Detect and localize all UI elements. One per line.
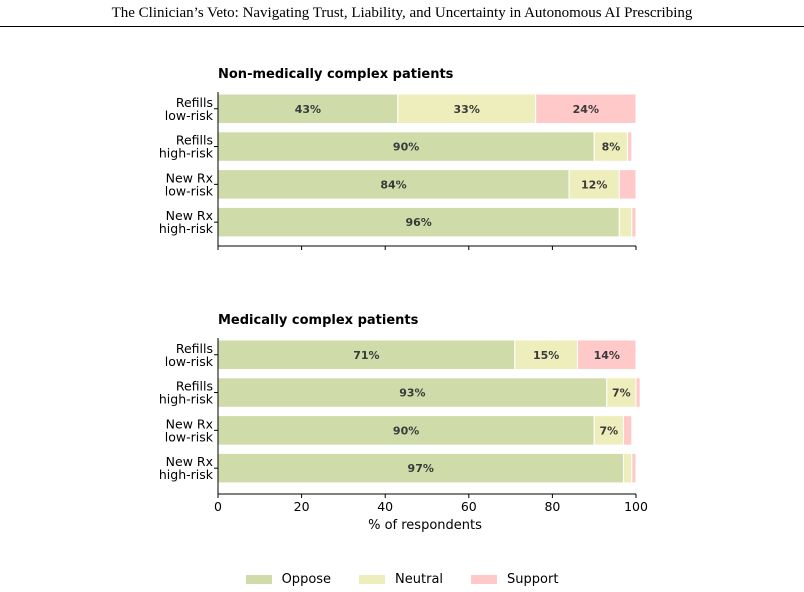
category-label-line: New Rx <box>166 208 213 223</box>
bar-support-p2-r3 <box>622 415 633 446</box>
panel-title-1: Non-medically complex patients <box>218 67 454 82</box>
x-tick-label-20: 20 <box>294 499 310 514</box>
x-tick-label-80: 80 <box>544 499 560 514</box>
category-label-line: high-risk <box>159 392 214 407</box>
bar-oppose-p2-r1 <box>217 339 516 370</box>
bar-support-p1-r1 <box>535 93 637 124</box>
category-label-p1-r4: New Rx high-risk <box>159 208 214 236</box>
x-tick-label-60: 60 <box>461 499 477 514</box>
bar-neutral-p1-r1 <box>397 93 537 124</box>
bar-support-p2-r1 <box>576 339 637 370</box>
data-label-neutral-p1-r2: 8% <box>602 141 621 154</box>
category-label-p2-r3: New Rx low-risk <box>165 416 214 444</box>
category-label-line: low-risk <box>165 354 214 369</box>
x-tick-label-100: 100 <box>624 499 648 514</box>
bar-neutral-p1-r2 <box>593 131 629 162</box>
data-label-oppose-p2-r4: 97% <box>408 462 434 475</box>
bar-neutral-p2-r4 <box>622 452 633 484</box>
panel-title-2: Medically complex patients <box>218 313 419 328</box>
data-label-neutral-p2-r1: 15% <box>533 349 559 362</box>
legend-label-oppose: Oppose <box>281 571 332 587</box>
legend-label-support: Support <box>507 571 559 587</box>
bar-neutral-p2-r3 <box>593 415 624 446</box>
data-label-oppose-p1-r2: 90% <box>393 141 419 154</box>
data-label-support-p2-r1: 14% <box>594 349 620 362</box>
bar-support-p1-r3 <box>618 169 637 200</box>
category-label-line: Refills <box>176 341 213 356</box>
category-label-line: high-risk <box>159 221 214 236</box>
category-label-p1-r2: Refills high-risk <box>159 133 214 161</box>
legend-item-neutral: Neutral <box>359 572 443 587</box>
x-tick-label-0: 0 <box>214 499 222 514</box>
bar-support-p2-r2 <box>635 377 641 408</box>
bar-oppose-p2-r3 <box>217 415 595 446</box>
bar-oppose-p1-r2 <box>217 131 595 162</box>
data-label-oppose-p2-r1: 71% <box>353 349 379 362</box>
bar-support-p2-r4 <box>631 452 637 484</box>
x-axis-label: % of respondents <box>368 518 482 533</box>
data-label-oppose-p2-r2: 93% <box>399 387 425 400</box>
category-label-line: New Rx <box>166 416 213 431</box>
category-label-line: high-risk <box>159 467 214 482</box>
category-label-line: low-risk <box>165 183 214 198</box>
data-label-oppose-p1-r1: 43% <box>295 103 321 116</box>
category-label-p1-r1: Refills low-risk <box>165 95 214 123</box>
category-label-line: low-risk <box>165 108 214 123</box>
bar-support-p1-r2 <box>627 131 633 162</box>
data-label-oppose-p2-r3: 90% <box>393 424 419 437</box>
category-label-p1-r3: New Rx low-risk <box>165 170 214 198</box>
data-label-neutral-p2-r2: 7% <box>612 387 631 400</box>
category-label-p2-r4: New Rx high-risk <box>159 454 214 482</box>
category-label-p2-r2: Refills high-risk <box>159 379 214 407</box>
bar-oppose-p2-r4 <box>217 452 624 484</box>
category-label-line: low-risk <box>165 429 214 444</box>
legend-item-oppose: Oppose <box>245 571 332 587</box>
category-label-line: New Rx <box>166 170 213 185</box>
legend-swatch-neutral <box>359 574 386 584</box>
data-label-neutral-p1-r3: 12% <box>581 178 607 191</box>
category-label-p2-r1: Refills low-risk <box>165 341 214 369</box>
bar-neutral-p2-r2 <box>606 377 637 408</box>
category-label-line: high-risk <box>159 146 214 161</box>
legend: Oppose Neutral Support <box>0 568 804 590</box>
category-label-line: Refills <box>176 133 213 148</box>
data-label-oppose-p1-r3: 84% <box>380 178 406 191</box>
category-label-line: New Rx <box>166 454 213 469</box>
data-label-neutral-p1-r1: 33% <box>454 103 480 116</box>
legend-item-support: Support <box>471 572 558 587</box>
bar-neutral-p1-r3 <box>568 169 620 200</box>
bar-neutral-p1-r4 <box>618 206 633 238</box>
legend-label-neutral: Neutral <box>395 571 444 587</box>
data-label-oppose-p1-r4: 96% <box>405 216 431 229</box>
bar-support-p1-r4 <box>631 206 637 238</box>
data-label-support-p1-r1: 24% <box>573 103 599 116</box>
category-label-line: Refills <box>176 379 213 394</box>
running-title: The Clinician’s Veto: Navigating Trust, … <box>0 0 804 27</box>
bar-oppose-p1-r4 <box>217 206 620 238</box>
stacked-bar-chart: Non-medically complex patients 43% 33% 24% R… <box>159 67 648 533</box>
legend-swatch-support <box>471 574 498 584</box>
data-label-neutral-p2-r3: 7% <box>599 424 618 437</box>
legend-swatch-oppose <box>245 574 272 584</box>
category-label-line: Refills <box>176 95 213 110</box>
x-tick-label-40: 40 <box>377 499 393 514</box>
